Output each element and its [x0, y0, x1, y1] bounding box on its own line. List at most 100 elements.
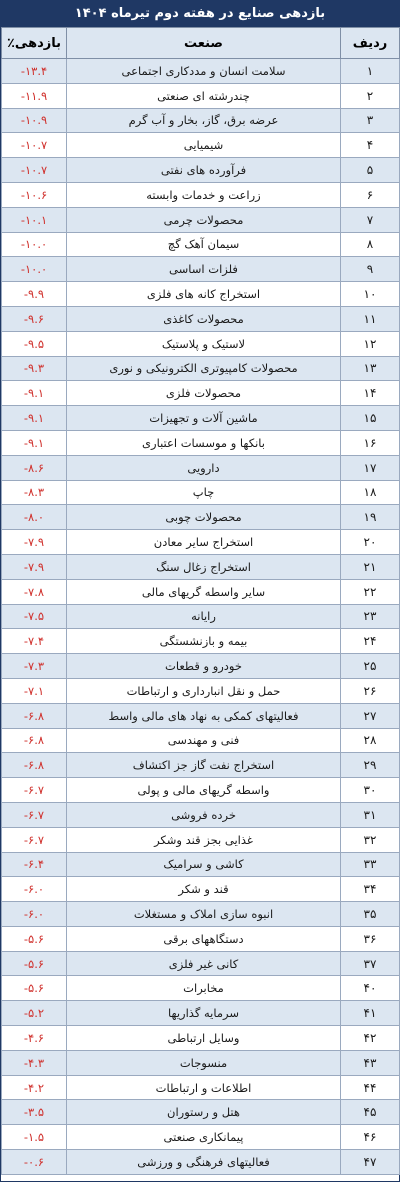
return-value: -۱۰.۷	[1, 132, 67, 159]
table-row: ۴۰ مخابرات -۵.۶	[1, 975, 400, 1002]
industry-name: محصولات کامپیوتری الکترونیکی و نوری	[66, 356, 341, 382]
table-row: ۱۷ دارویی -۸.۶	[1, 455, 400, 481]
industry-returns-table: ردیف صنعت بازدهی٪ ۱ سلامت انسان و مددکاری…	[1, 27, 400, 1175]
table-row: ۱۰ استخراج کانه های فلزی -۹.۹	[1, 281, 400, 307]
table-row: ۶ زراعت و خدمات وابسته -۱۰.۶	[1, 182, 400, 208]
return-value: -۹.۱	[1, 430, 67, 456]
table-row: ۳۲ غذایی بجز قند وشکر -۶.۷	[1, 827, 400, 853]
row-index: ۲۲	[340, 579, 400, 605]
industry-name: مخابرات	[66, 975, 341, 1002]
table-row: ۲۲ سایر واسطه گریهای مالی -۷.۸	[1, 579, 400, 605]
row-index: ۱۵	[340, 405, 400, 431]
industry-name: سیمان آهک گچ	[66, 232, 341, 258]
table-row: ۴۳ منسوجات -۴.۳	[1, 1050, 400, 1076]
industry-name: سایر واسطه گریهای مالی	[66, 579, 341, 605]
table-row: ۴۲ وسایل ارتباطی -۴.۶	[1, 1025, 400, 1051]
table-row: ۴۱ سرمایه گذاریها -۵.۲	[1, 1000, 400, 1027]
return-value: -۸.۶	[1, 455, 67, 481]
row-index: ۱۹	[340, 504, 400, 531]
table-row: ۴۷ فعالیتهای فرهنگی و ورزشی -۰.۶	[1, 1149, 400, 1175]
return-value: -۱۰.۶	[1, 182, 67, 208]
table-row: ۱۶ بانکها و موسسات اعتباری -۹.۱	[1, 430, 400, 456]
row-index: ۱۶	[340, 430, 400, 456]
return-value: -۷.۱	[1, 678, 67, 704]
header-return: بازدهی٪	[1, 27, 67, 59]
table-row: ۲۷ فعالیتهای کمکی به نهاد های مالی واسط -۶…	[1, 703, 400, 729]
industry-name: استخراج زغال سنگ	[66, 554, 341, 580]
header-row: ردیف صنعت بازدهی٪	[1, 27, 400, 59]
row-index: ۲۶	[340, 678, 400, 704]
table-row: ۳۱ خرده فروشی -۶.۷	[1, 802, 400, 828]
industry-name: کانی غیر فلزی	[66, 951, 341, 977]
table-body: ۱ سلامت انسان و مددکاری اجتماعی -۱۳.۴ ۲ چندر…	[1, 58, 400, 1175]
row-index: ۱	[340, 58, 400, 84]
table-row: ۱۳ محصولات کامپیوتری الکترونیکی و نوری -۹.…	[1, 356, 400, 382]
industry-name: منسوجات	[66, 1050, 341, 1076]
table-row: ۱۵ ماشین آلات و تجهیزات -۹.۱	[1, 405, 400, 431]
industry-name: انبوه سازی املاک و مستغلات	[66, 901, 341, 927]
table-row: ۱۱ محصولات کاغذی -۹.۶	[1, 306, 400, 332]
table-row: ۲۱ استخراج زغال سنگ -۷.۹	[1, 554, 400, 580]
industry-name: سلامت انسان و مددکاری اجتماعی	[66, 58, 341, 84]
return-value: -۶.۰	[1, 901, 67, 927]
industry-name: فعالیتهای فرهنگی و ورزشی	[66, 1149, 341, 1175]
industry-name: رایانه	[66, 604, 341, 630]
row-index: ۴۳	[340, 1050, 400, 1076]
row-index: ۲۰	[340, 529, 400, 555]
row-index: ۱۰	[340, 281, 400, 307]
row-index: ۴۶	[340, 1124, 400, 1151]
return-value: -۱.۵	[1, 1124, 67, 1151]
table-row: ۲۳ رایانه -۷.۵	[1, 604, 400, 630]
row-index: ۲	[340, 83, 400, 109]
return-value: -۵.۶	[1, 975, 67, 1002]
row-index: ۳۴	[340, 876, 400, 903]
row-index: ۳۰	[340, 777, 400, 803]
industry-name: دستگاههای برقی	[66, 926, 341, 952]
return-value: -۹.۹	[1, 281, 67, 307]
row-index: ۷	[340, 207, 400, 233]
industry-name: محصولات چرمی	[66, 207, 341, 233]
table-row: ۱ سلامت انسان و مددکاری اجتماعی -۱۳.۴	[1, 58, 400, 84]
return-value: -۹.۳	[1, 356, 67, 382]
row-index: ۳۱	[340, 802, 400, 828]
industry-name: بانکها و موسسات اعتباری	[66, 430, 341, 456]
return-value: -۱۰.۰	[1, 232, 67, 258]
industry-name: هتل و رستوران	[66, 1099, 341, 1126]
industry-name: شیمیایی	[66, 132, 341, 159]
row-index: ۲۷	[340, 703, 400, 729]
industry-name: واسطه گریهای مالی و پولی	[66, 777, 341, 803]
industry-name: استخراج سایر معادن	[66, 529, 341, 555]
return-value: -۱۰.۷	[1, 157, 67, 183]
table-row: ۷ محصولات چرمی -۱۰.۱	[1, 207, 400, 233]
return-value: -۱۱.۹	[1, 83, 67, 109]
return-value: -۶.۸	[1, 752, 67, 779]
table-row: ۲۹ استخراج نفت گاز جز اکتشاف -۶.۸	[1, 752, 400, 779]
industry-name: زراعت و خدمات وابسته	[66, 182, 341, 208]
row-index: ۱۲	[340, 331, 400, 357]
row-index: ۸	[340, 232, 400, 258]
return-value: -۷.۴	[1, 628, 67, 655]
row-index: ۴۲	[340, 1025, 400, 1051]
return-value: -۷.۵	[1, 604, 67, 630]
table-header: ردیف صنعت بازدهی٪	[1, 27, 400, 59]
industry-name: کاشی و سرامیک	[66, 852, 341, 878]
industry-name: چاپ	[66, 480, 341, 506]
row-index: ۹	[340, 256, 400, 283]
industry-name: محصولات چوبی	[66, 504, 341, 531]
table-row: ۴ شیمیایی -۱۰.۷	[1, 132, 400, 159]
table-row: ۱۸ چاپ -۸.۳	[1, 480, 400, 506]
table-row: ۱۹ محصولات چوبی -۸.۰	[1, 504, 400, 531]
row-index: ۳۳	[340, 852, 400, 878]
return-value: -۷.۹	[1, 554, 67, 580]
table-row: ۳۵ انبوه سازی املاک و مستغلات -۶.۰	[1, 901, 400, 927]
return-value: -۳.۵	[1, 1099, 67, 1126]
row-index: ۳۲	[340, 827, 400, 853]
return-value: -۶.۷	[1, 802, 67, 828]
industry-name: پیمانکاری صنعتی	[66, 1124, 341, 1151]
table-row: ۴۶ پیمانکاری صنعتی -۱.۵	[1, 1124, 400, 1151]
return-value: -۶.۸	[1, 728, 67, 754]
table-row: ۴۴ اطلاعات و ارتباطات -۴.۲	[1, 1075, 400, 1101]
return-value: -۹.۱	[1, 405, 67, 431]
row-index: ۱۷	[340, 455, 400, 481]
industry-name: خرده فروشی	[66, 802, 341, 828]
